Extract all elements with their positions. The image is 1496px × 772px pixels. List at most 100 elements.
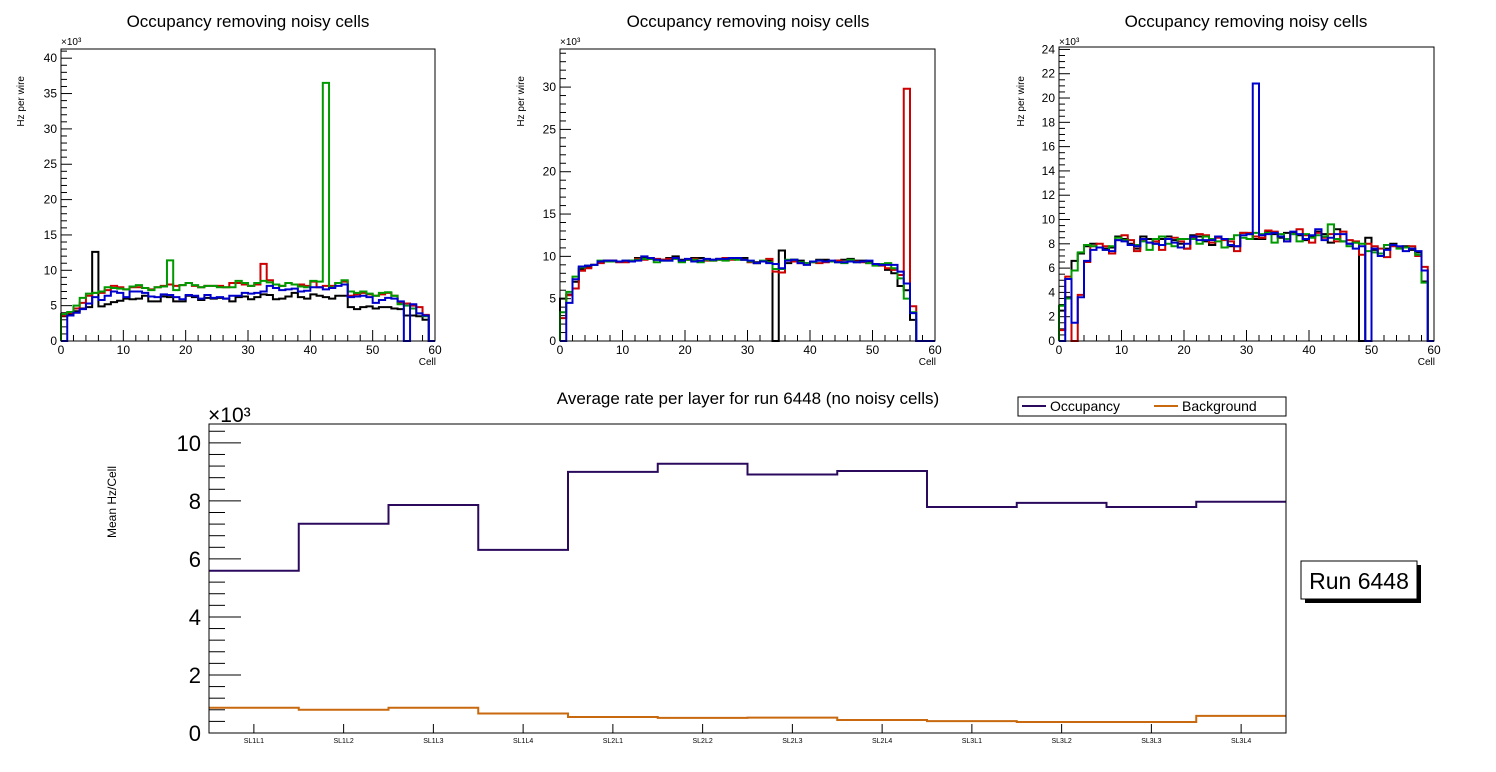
x-category-label: SL3L2: [1052, 738, 1072, 745]
run-label-box: Run 6448: [1300, 560, 1421, 603]
x-tick-label: 10: [117, 343, 131, 357]
x-tick-label: 40: [1302, 343, 1316, 357]
x-tick-label: 60: [1427, 343, 1441, 357]
histogram-layer2: [559, 87, 935, 342]
y-tick-label: 30: [44, 122, 58, 136]
panel-1-title: Occupancy removing noisy cells: [127, 12, 370, 31]
y-tick-label: 10: [1042, 213, 1056, 227]
y-tick-label: 10: [177, 431, 201, 456]
x-tick-label: 20: [678, 343, 692, 357]
panel-2-title: Occupancy removing noisy cells: [627, 12, 870, 31]
x-category-label: SL2L3: [782, 738, 802, 745]
histogram-layer4: [560, 255, 935, 342]
legend: Occupancy Background: [1017, 396, 1287, 417]
y-tick-label: 20: [1042, 91, 1056, 105]
y-tick-label: 5: [50, 299, 57, 313]
x-category-label: SL3L3: [1141, 738, 1161, 745]
y-tick-label: 0: [1048, 334, 1055, 348]
x-tick-label: 40: [304, 343, 318, 357]
y-tick-label: 8: [189, 489, 201, 514]
series-occupancy: [209, 462, 1286, 572]
x-tick-label: 30: [741, 343, 755, 357]
layer-rate-multiplier: ×10³: [208, 404, 251, 427]
y-tick-label: 35: [44, 87, 58, 101]
plot-frame: [559, 48, 936, 342]
y-tick-label: 0: [549, 334, 556, 348]
panel-1-multiplier: ×10³: [61, 37, 82, 48]
panel-3-ylabel: Hz per wire: [1016, 76, 1027, 127]
y-tick-label: 25: [543, 122, 557, 136]
histogram-layer1: [60, 250, 435, 342]
panel-1-ylabel: Hz per wire: [16, 76, 27, 127]
x-tick-label: 30: [241, 343, 255, 357]
x-tick-label: 60: [428, 343, 442, 357]
legend-occupancy-label: Occupancy: [1050, 398, 1120, 414]
x-tick-label: 0: [557, 343, 564, 357]
x-category-label: SL1L1: [244, 738, 264, 745]
series-background: [209, 706, 1286, 723]
y-tick-label: 0: [50, 334, 57, 348]
y-tick-label: 25: [44, 157, 58, 171]
y-tick-label: 40: [44, 51, 58, 65]
x-category-label: SL3L1: [962, 738, 982, 745]
panel-2-multiplier: ×10³: [560, 37, 581, 48]
y-tick-label: 2: [1048, 310, 1055, 324]
legend-box: [1017, 396, 1287, 417]
layer-rate-title: Average rate per layer for run 6448 (no …: [557, 389, 939, 408]
x-tick-label: 20: [1177, 343, 1191, 357]
y-tick-label: 2: [189, 663, 201, 688]
layer-rate-chart: Average rate per layer for run 6448 (no …: [105, 389, 1421, 746]
panel-2-ylabel: Hz per wire: [516, 76, 527, 127]
x-tick-label: 0: [58, 343, 65, 357]
plot-frame: [60, 48, 436, 342]
y-tick-label: 24: [1042, 42, 1056, 56]
y-tick-label: 14: [1042, 164, 1056, 178]
y-tick-label: 16: [1042, 140, 1056, 154]
plot-frame: [208, 423, 1287, 734]
x-category-label: SL2L1: [603, 738, 623, 745]
x-category-label: SL1L4: [513, 738, 533, 745]
legend-background-label: Background: [1182, 398, 1257, 414]
layer-rate-ylabel: Mean Hz/Cell: [105, 466, 119, 538]
x-tick-label: 50: [366, 343, 380, 357]
x-category-label: SL1L3: [423, 738, 443, 745]
histogram-layer3: [1058, 223, 1434, 342]
x-category-label: SL3L4: [1231, 738, 1251, 745]
panel-2: Occupancy removing noisy cells Hz per wi…: [516, 12, 942, 368]
y-tick-label: 5: [549, 292, 556, 306]
histogram-layer4: [61, 283, 435, 342]
panel-1-xlabel: Cell: [419, 357, 436, 368]
y-tick-label: 22: [1042, 67, 1056, 81]
y-tick-label: 15: [44, 228, 58, 242]
y-tick-label: 10: [44, 263, 58, 277]
panel-3-title: Occupancy removing noisy cells: [1125, 12, 1368, 31]
run-label-frame: [1300, 560, 1418, 600]
x-tick-label: 10: [1115, 343, 1129, 357]
run-label-text: Run 6448: [1309, 568, 1409, 594]
y-tick-label: 4: [1048, 285, 1055, 299]
x-tick-label: 60: [928, 343, 942, 357]
y-tick-label: 12: [1042, 188, 1056, 202]
x-category-label: SL2L4: [872, 738, 892, 745]
x-tick-label: 10: [616, 343, 630, 357]
x-tick-label: 40: [803, 343, 817, 357]
y-tick-label: 20: [543, 165, 557, 179]
histogram-layer3: [559, 257, 935, 342]
y-tick-label: 20: [44, 193, 58, 207]
y-tick-label: 10: [543, 249, 557, 263]
x-tick-label: 20: [179, 343, 193, 357]
histogram-layer4: [1059, 82, 1434, 342]
x-tick-label: 50: [866, 343, 880, 357]
y-tick-label: 30: [543, 80, 557, 94]
y-tick-label: 4: [189, 605, 201, 630]
y-tick-label: 8: [1048, 237, 1055, 251]
x-tick-label: 50: [1365, 343, 1379, 357]
panel-1: Occupancy removing noisy cells Hz per wi…: [16, 12, 442, 368]
y-tick-label: 6: [1048, 261, 1055, 275]
x-category-label: SL1L2: [334, 738, 354, 745]
y-tick-label: 6: [189, 547, 201, 572]
x-category-label: SL2L2: [693, 738, 713, 745]
panel-3-multiplier: ×10³: [1059, 37, 1080, 48]
y-tick-label: 18: [1042, 115, 1056, 129]
